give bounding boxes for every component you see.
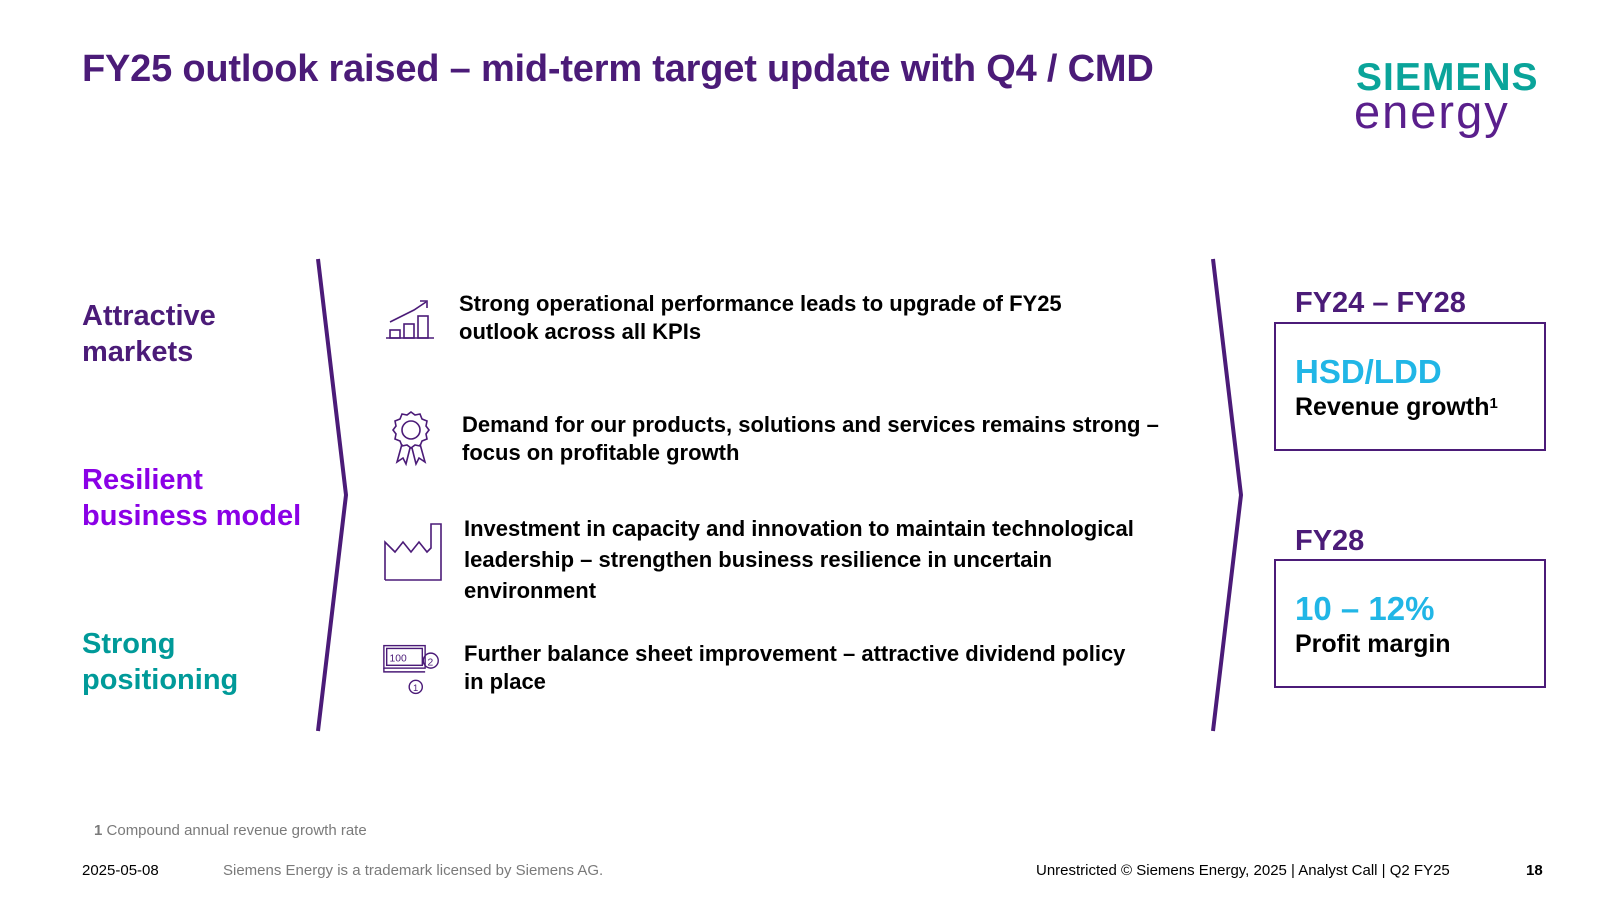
pillar-line: markets (82, 336, 194, 368)
factory-icon (384, 523, 442, 581)
pillar-attractive-markets: Attractive markets (82, 298, 216, 370)
kpi-value-revenue-growth: HSD/LDD (1295, 353, 1442, 390)
bullet-line: leadership – strengthen business resilie… (464, 547, 1053, 572)
bullet-line: Strong operational performance leads to … (459, 291, 1062, 316)
pillar-line: business model (82, 500, 302, 532)
bullet-line: Investment in capacity and innovation to… (464, 516, 1134, 541)
footnote-number: 1 (94, 822, 103, 839)
footer-date: 2025-05-08 (82, 862, 159, 879)
pillar-resilient-business-model: Resilient business model (82, 462, 301, 534)
bullet-line: in place (464, 669, 546, 694)
kpi-box-revenue-growth (1274, 322, 1546, 451)
kpi-period-fy28: FY28 (1295, 525, 1365, 557)
money-coins-icon: 100 2 1 (383, 644, 439, 695)
footer-classification: Unrestricted © Siemens Energy, 2025 | An… (1036, 862, 1450, 879)
page-number: 18 (1526, 862, 1543, 879)
footer-trademark: Siemens Energy is a trademark licensed b… (223, 862, 604, 879)
kpi-label-profit-margin: Profit margin (1295, 630, 1451, 658)
bullet-balance-sheet: Further balance sheet improvement – attr… (464, 640, 1184, 696)
pillar-line: Attractive (82, 300, 216, 332)
growth-chart-icon (386, 300, 434, 339)
logo-line-energy: energy (1354, 85, 1510, 138)
kpi-label-text: Revenue growth (1295, 393, 1490, 421)
bullet-investment: Investment in capacity and innovation to… (464, 513, 1184, 606)
award-rosette-icon (392, 411, 430, 467)
coin-label: 1 (413, 683, 418, 693)
bullet-line: outlook across all KPIs (459, 319, 702, 344)
kpi-box-profit-margin (1274, 559, 1546, 688)
right-chevron-divider (1211, 258, 1244, 732)
bullet-line: Demand for our products, solutions and s… (462, 412, 1159, 437)
footnote-marker: 1 (1489, 395, 1498, 412)
kpi-value-profit-margin: 10 – 12% (1295, 590, 1435, 627)
footnote: 1 Compound annual revenue growth rate (94, 822, 367, 839)
bullet-operational-performance: Strong operational performance leads to … (459, 290, 1159, 346)
pillar-line: Resilient (82, 464, 203, 496)
bullet-line: Further balance sheet improvement – attr… (464, 641, 1126, 666)
left-chevron-divider (316, 258, 349, 732)
kpi-period-fy24-fy28: FY24 – FY28 (1295, 287, 1466, 319)
logo-line-siemens: SIEMENS (1356, 56, 1539, 99)
pillar-line: positioning (82, 664, 239, 696)
footnote-text: Compound annual revenue growth rate (106, 822, 367, 839)
banknote-value: 100 (390, 654, 407, 665)
pillar-strong-positioning: Strong positioning (82, 626, 238, 698)
bullet-line: focus on profitable growth (462, 440, 740, 465)
page-title: FY25 outlook raised – mid-term target up… (82, 48, 1154, 90)
bullet-demand: Demand for our products, solutions and s… (462, 411, 1202, 467)
coin-label: 2 (427, 657, 433, 668)
pillar-line: Strong (82, 628, 176, 660)
bullet-line: environment (464, 578, 597, 603)
kpi-label-revenue-growth: Revenue growth1 (1295, 393, 1498, 422)
